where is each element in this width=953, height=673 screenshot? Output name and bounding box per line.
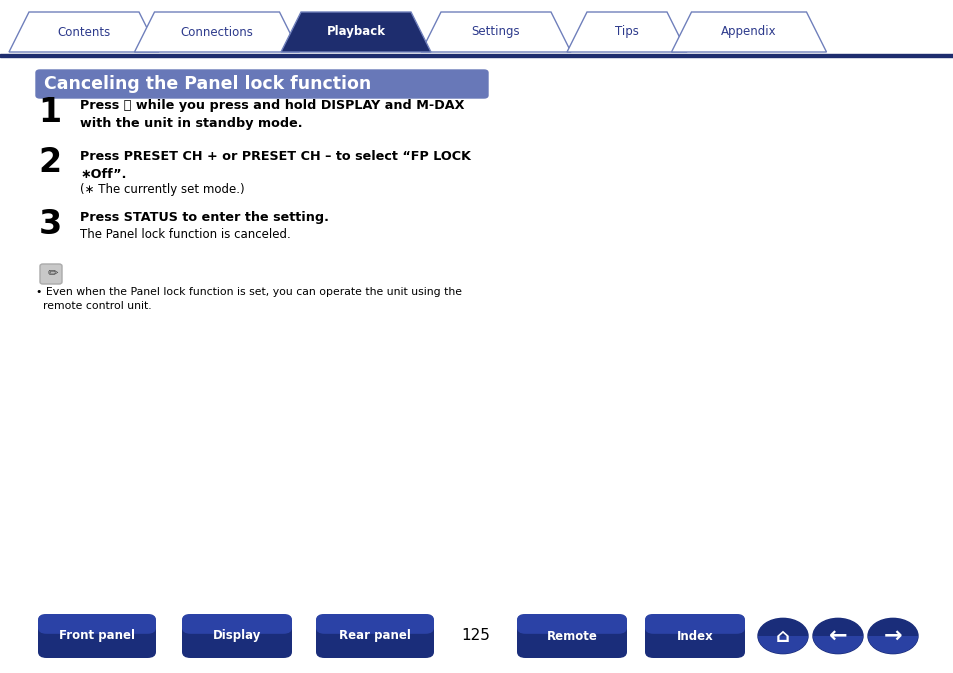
FancyBboxPatch shape: [644, 614, 744, 634]
Polygon shape: [420, 12, 571, 52]
Text: Press STATUS to enter the setting.: Press STATUS to enter the setting.: [80, 211, 329, 223]
Text: Canceling the Panel lock function: Canceling the Panel lock function: [44, 75, 371, 93]
Polygon shape: [134, 12, 299, 52]
Circle shape: [812, 618, 862, 653]
Text: Press PRESET CH + or PRESET CH – to select “FP LOCK: Press PRESET CH + or PRESET CH – to sele…: [80, 149, 471, 162]
Text: Connections: Connections: [180, 26, 253, 38]
Text: Press ⏽ while you press and hold DISPLAY and M-DAX: Press ⏽ while you press and hold DISPLAY…: [80, 98, 464, 112]
Text: Display: Display: [213, 629, 261, 643]
FancyBboxPatch shape: [182, 614, 292, 634]
Circle shape: [758, 618, 807, 653]
Polygon shape: [566, 12, 686, 52]
Text: Remote: Remote: [546, 629, 597, 643]
Wedge shape: [758, 636, 807, 653]
Text: 2: 2: [38, 147, 62, 180]
Text: 125: 125: [461, 629, 490, 643]
Text: Index: Index: [676, 629, 713, 643]
Text: Contents: Contents: [57, 26, 111, 38]
Text: Front panel: Front panel: [59, 629, 135, 643]
FancyBboxPatch shape: [40, 264, 62, 284]
Polygon shape: [281, 12, 431, 52]
Text: ✏: ✏: [48, 267, 58, 281]
Text: Tips: Tips: [615, 26, 639, 38]
FancyBboxPatch shape: [36, 70, 488, 98]
Text: →: →: [882, 626, 902, 646]
Text: ∗Off”.: ∗Off”.: [80, 168, 126, 180]
Text: with the unit in standby mode.: with the unit in standby mode.: [80, 116, 302, 129]
Text: 3: 3: [38, 207, 62, 240]
Text: 1: 1: [38, 96, 62, 129]
FancyBboxPatch shape: [315, 614, 434, 634]
Bar: [0, 54, 953, 57]
Wedge shape: [867, 636, 917, 653]
Circle shape: [867, 618, 917, 653]
FancyBboxPatch shape: [315, 614, 434, 658]
Text: Appendix: Appendix: [720, 26, 776, 38]
FancyBboxPatch shape: [38, 614, 156, 658]
Text: ←: ←: [828, 626, 846, 646]
FancyBboxPatch shape: [517, 614, 626, 634]
Text: remote control unit.: remote control unit.: [36, 301, 152, 311]
FancyBboxPatch shape: [182, 614, 292, 658]
Text: Rear panel: Rear panel: [338, 629, 411, 643]
Polygon shape: [9, 12, 159, 52]
Text: The Panel lock function is canceled.: The Panel lock function is canceled.: [80, 229, 291, 242]
Text: ⌂: ⌂: [775, 627, 789, 645]
FancyBboxPatch shape: [38, 614, 156, 634]
FancyBboxPatch shape: [644, 614, 744, 658]
Text: (∗ The currently set mode.): (∗ The currently set mode.): [80, 184, 244, 197]
FancyBboxPatch shape: [517, 614, 626, 658]
Polygon shape: [671, 12, 825, 52]
Text: • Even when the Panel lock function is set, you can operate the unit using the: • Even when the Panel lock function is s…: [36, 287, 461, 297]
Text: Settings: Settings: [471, 26, 519, 38]
Wedge shape: [812, 636, 862, 653]
Text: Playback: Playback: [326, 26, 385, 38]
